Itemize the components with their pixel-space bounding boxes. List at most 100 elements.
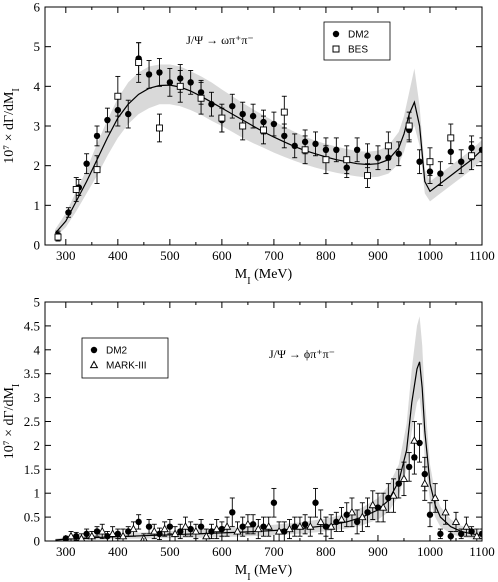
x-tick-label: 700	[264, 544, 284, 559]
theory-uncertainty-band	[55, 64, 482, 238]
data-point	[197, 94, 205, 102]
y-tick-label: 3.5	[24, 366, 40, 381]
data-point	[395, 150, 402, 157]
y-tick-label: 3	[34, 119, 41, 134]
data-point	[187, 525, 194, 533]
data-point	[145, 523, 153, 530]
data-point	[280, 108, 288, 116]
x-tick-label: 500	[160, 544, 180, 559]
data-point	[83, 530, 90, 538]
data-point	[468, 152, 476, 160]
data-point	[66, 531, 76, 540]
data-point	[270, 120, 278, 128]
data-point	[156, 69, 163, 76]
error-bar	[479, 137, 482, 163]
data-point	[281, 132, 288, 140]
data-point	[478, 530, 482, 538]
data-point	[337, 514, 346, 523]
data-point	[322, 156, 330, 164]
series-bes	[54, 42, 476, 242]
data-point	[312, 140, 319, 148]
data-point	[364, 152, 371, 159]
data-point	[312, 499, 319, 506]
data-point	[322, 523, 330, 530]
y-tick-label: 1.5	[24, 462, 40, 477]
data-point	[343, 511, 350, 518]
data-point	[187, 79, 194, 86]
data-point	[135, 518, 142, 526]
legend: DM2 MARK-III	[81, 337, 169, 379]
data-point	[264, 522, 273, 530]
y-axis-title: 10⁷ × dΓ/dMI	[2, 384, 22, 460]
data-point	[353, 518, 361, 526]
data-point	[166, 523, 174, 530]
data-point	[114, 530, 122, 538]
data-point	[222, 522, 232, 530]
data-point	[176, 82, 184, 90]
x-axis-title: MI (MeV)	[235, 563, 293, 582]
data-point	[378, 503, 388, 511]
legend-label: DM2	[106, 346, 128, 357]
x-tick-label: 600	[212, 544, 232, 559]
data-point	[125, 528, 132, 535]
y-tick-label: 5	[34, 39, 41, 54]
plot-area	[55, 316, 482, 541]
y-tick-label: 4	[34, 342, 41, 357]
legend: DM2 BES	[323, 21, 391, 61]
data-point	[93, 528, 101, 535]
data-point	[166, 79, 174, 86]
data-point	[177, 528, 184, 535]
data-point	[457, 158, 465, 165]
bottom-panel: 300 400 500 600 700 800 900 1000 1100 0 0.5 1 1.5 2 2.…	[2, 295, 495, 582]
legend-marker	[332, 45, 340, 53]
data-point	[98, 526, 107, 535]
data-point	[420, 479, 429, 487]
legend-box	[81, 337, 169, 379]
data-point	[353, 146, 361, 153]
data-point	[385, 494, 392, 502]
x-tick-label: 500	[160, 248, 180, 263]
data-point	[249, 521, 257, 528]
data-point	[202, 531, 211, 540]
data-point	[416, 439, 423, 447]
axis-ticks: 300 400 500 600 700 800 900 1000 1100 0 1 2 3 4 5 6	[34, 0, 495, 263]
x-tick-label: 400	[108, 248, 128, 263]
data-point	[368, 500, 377, 509]
y-tick-label: 6	[34, 0, 41, 15]
x-axis-title: MI (MeV)	[235, 267, 293, 287]
data-point	[468, 528, 475, 535]
top-panel: 300 400 500 600 700 800 900 1000 1100 0 1 2 3 4 5 6 MI (…	[2, 0, 495, 287]
data-point	[333, 146, 340, 153]
data-point	[333, 518, 340, 526]
y-tick-label: 2	[34, 158, 41, 173]
data-point	[457, 530, 465, 538]
data-point	[291, 142, 298, 150]
data-point	[197, 523, 205, 530]
y-tick-label: 1	[34, 486, 41, 501]
theory-curve	[54, 84, 482, 234]
data-point	[229, 509, 236, 516]
data-point	[218, 525, 226, 533]
data-point	[399, 474, 409, 482]
data-point	[93, 166, 101, 174]
legend-label: DM2	[348, 30, 370, 41]
x-tick-label: 400	[108, 544, 128, 559]
data-point	[208, 528, 215, 535]
data-point	[447, 533, 454, 540]
data-point	[260, 126, 267, 134]
data-point	[270, 499, 278, 506]
data-point	[83, 160, 90, 167]
data-point	[239, 523, 246, 530]
data-point	[114, 92, 122, 100]
y-tick-label: 5	[34, 295, 41, 310]
data-point	[212, 524, 221, 533]
legend-box	[323, 21, 391, 61]
data-point	[347, 507, 357, 516]
legend-marker	[89, 360, 99, 369]
data-point	[295, 522, 305, 530]
data-point	[104, 116, 111, 124]
data-point	[472, 531, 481, 540]
data-point	[260, 523, 267, 530]
data-point	[191, 526, 201, 535]
